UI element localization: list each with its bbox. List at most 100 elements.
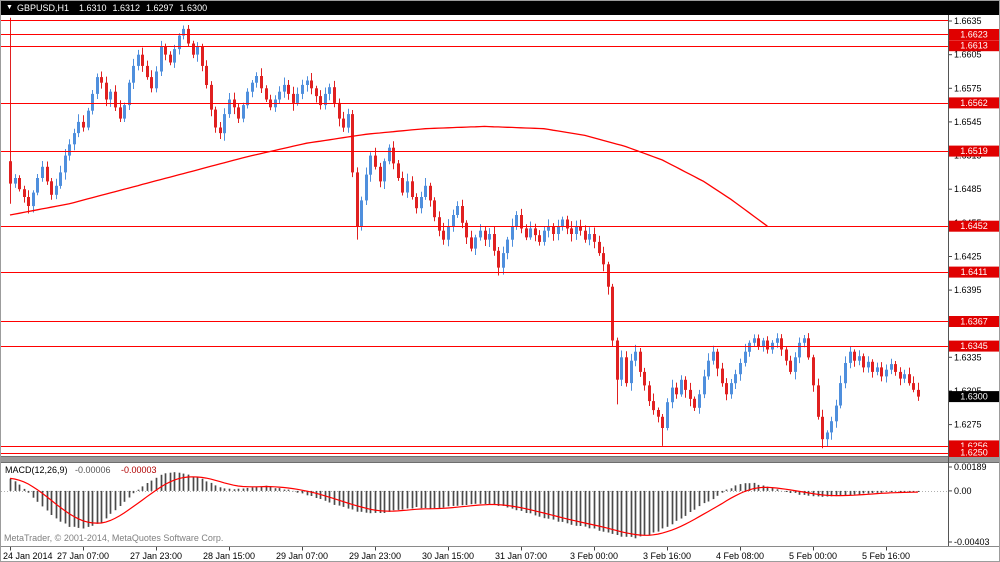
candle-body <box>328 87 331 94</box>
candle-body <box>515 215 518 227</box>
candle-body <box>137 54 140 66</box>
time-axis-label: 30 Jan 15:00 <box>422 551 474 561</box>
candle-body <box>506 239 509 254</box>
level-price-badge <box>949 266 999 278</box>
candle-body <box>876 367 879 372</box>
candle-body <box>652 401 655 411</box>
candle-body <box>534 228 537 236</box>
pane-splitter[interactable] <box>1 456 1000 463</box>
candle-body <box>296 93 299 103</box>
candle-body <box>169 54 172 63</box>
candle-body <box>237 107 240 119</box>
candle-body <box>36 178 39 193</box>
candle-body <box>730 383 733 395</box>
candle-body <box>132 65 135 83</box>
candle-body <box>675 387 678 395</box>
candle-body <box>324 93 327 106</box>
candle-body <box>260 76 263 89</box>
candle-body <box>301 84 304 94</box>
chart-menu-icon[interactable]: ▼ <box>6 4 13 11</box>
candle-body <box>265 88 268 100</box>
candle-body <box>420 197 423 209</box>
candle-body <box>529 228 532 238</box>
candle-body <box>59 172 62 186</box>
current-price-badge <box>949 391 999 403</box>
level-price-badge-label: 1.6452 <box>960 221 988 231</box>
candle-body <box>484 230 487 240</box>
candle-body <box>762 340 765 347</box>
candle-body <box>753 338 756 343</box>
candle-body <box>671 387 674 403</box>
candle-body <box>734 374 737 384</box>
candle-body <box>821 416 824 440</box>
candle-body <box>338 102 341 119</box>
level-price-badge-label: 1.6519 <box>960 146 988 156</box>
level-price-badge-label: 1.6345 <box>960 341 988 351</box>
candle-body <box>917 389 920 397</box>
candle-body <box>109 91 112 100</box>
price-axis-label: 1.6635 <box>954 16 982 26</box>
candle-body <box>862 356 865 368</box>
candle-body <box>566 219 569 229</box>
candle-body <box>73 133 76 145</box>
candle-body <box>465 222 468 238</box>
candle-body <box>693 398 696 408</box>
candle-body <box>219 127 222 134</box>
time-axis-label: 5 Feb 00:00 <box>789 551 837 561</box>
macd-indicator-label: MACD(12,26,9) <box>5 465 68 475</box>
price-chart-canvas[interactable]: MACD(12,26,9) -0.00006 -0.00003 MetaTrad… <box>1 15 1000 562</box>
candle-body <box>438 217 441 231</box>
candle-body <box>602 253 605 265</box>
candle-body <box>374 155 377 167</box>
candle-body <box>196 46 199 55</box>
candle-body <box>205 65 208 85</box>
candle-body <box>365 174 368 201</box>
candle-body <box>411 181 414 197</box>
candle-body <box>379 166 382 182</box>
macd-value: -0.00006 <box>75 465 111 475</box>
candle-body <box>68 144 71 156</box>
candle-body <box>461 206 464 223</box>
candle-body <box>643 371 646 386</box>
candle-body <box>246 91 249 106</box>
level-price-badge <box>949 97 999 109</box>
moving-average-line[interactable] <box>9 125 768 227</box>
candle-body <box>707 360 710 377</box>
level-price-badge <box>949 29 999 40</box>
candle-body <box>570 228 573 234</box>
candle-body <box>547 226 550 231</box>
candle-body <box>96 77 99 94</box>
candle-body <box>680 379 683 395</box>
candle-body <box>123 105 126 119</box>
candle-body <box>776 338 779 343</box>
candle-body <box>826 432 829 440</box>
candle-body <box>552 226 555 234</box>
candle-body <box>899 371 902 379</box>
candle-body <box>164 46 167 55</box>
candle-body <box>648 385 651 402</box>
level-price-badge-label: 1.6250 <box>960 448 988 458</box>
time-axis-label: 27 Jan 07:00 <box>57 551 109 561</box>
time-axis-label: 4 Feb 08:00 <box>716 551 764 561</box>
candle-body <box>689 389 692 399</box>
candle-body <box>885 369 888 377</box>
level-price-badge-label: 1.6613 <box>960 41 988 51</box>
candle-body <box>502 253 505 268</box>
candle-body <box>630 360 633 384</box>
candle-body <box>557 226 560 234</box>
candle-body <box>251 82 254 92</box>
candle-body <box>844 363 847 384</box>
level-price-badge <box>949 316 999 327</box>
candle-body <box>543 230 546 242</box>
candle-body <box>757 338 760 347</box>
quote-close: 1.6300 <box>179 3 208 13</box>
candle-body <box>397 163 400 178</box>
candle-body <box>785 349 788 361</box>
candle-body <box>46 166 49 182</box>
candle-body <box>903 374 906 379</box>
candle-body <box>474 237 477 249</box>
level-price-badge <box>949 220 999 232</box>
candle-body <box>77 121 80 134</box>
candle-body <box>493 234 496 251</box>
